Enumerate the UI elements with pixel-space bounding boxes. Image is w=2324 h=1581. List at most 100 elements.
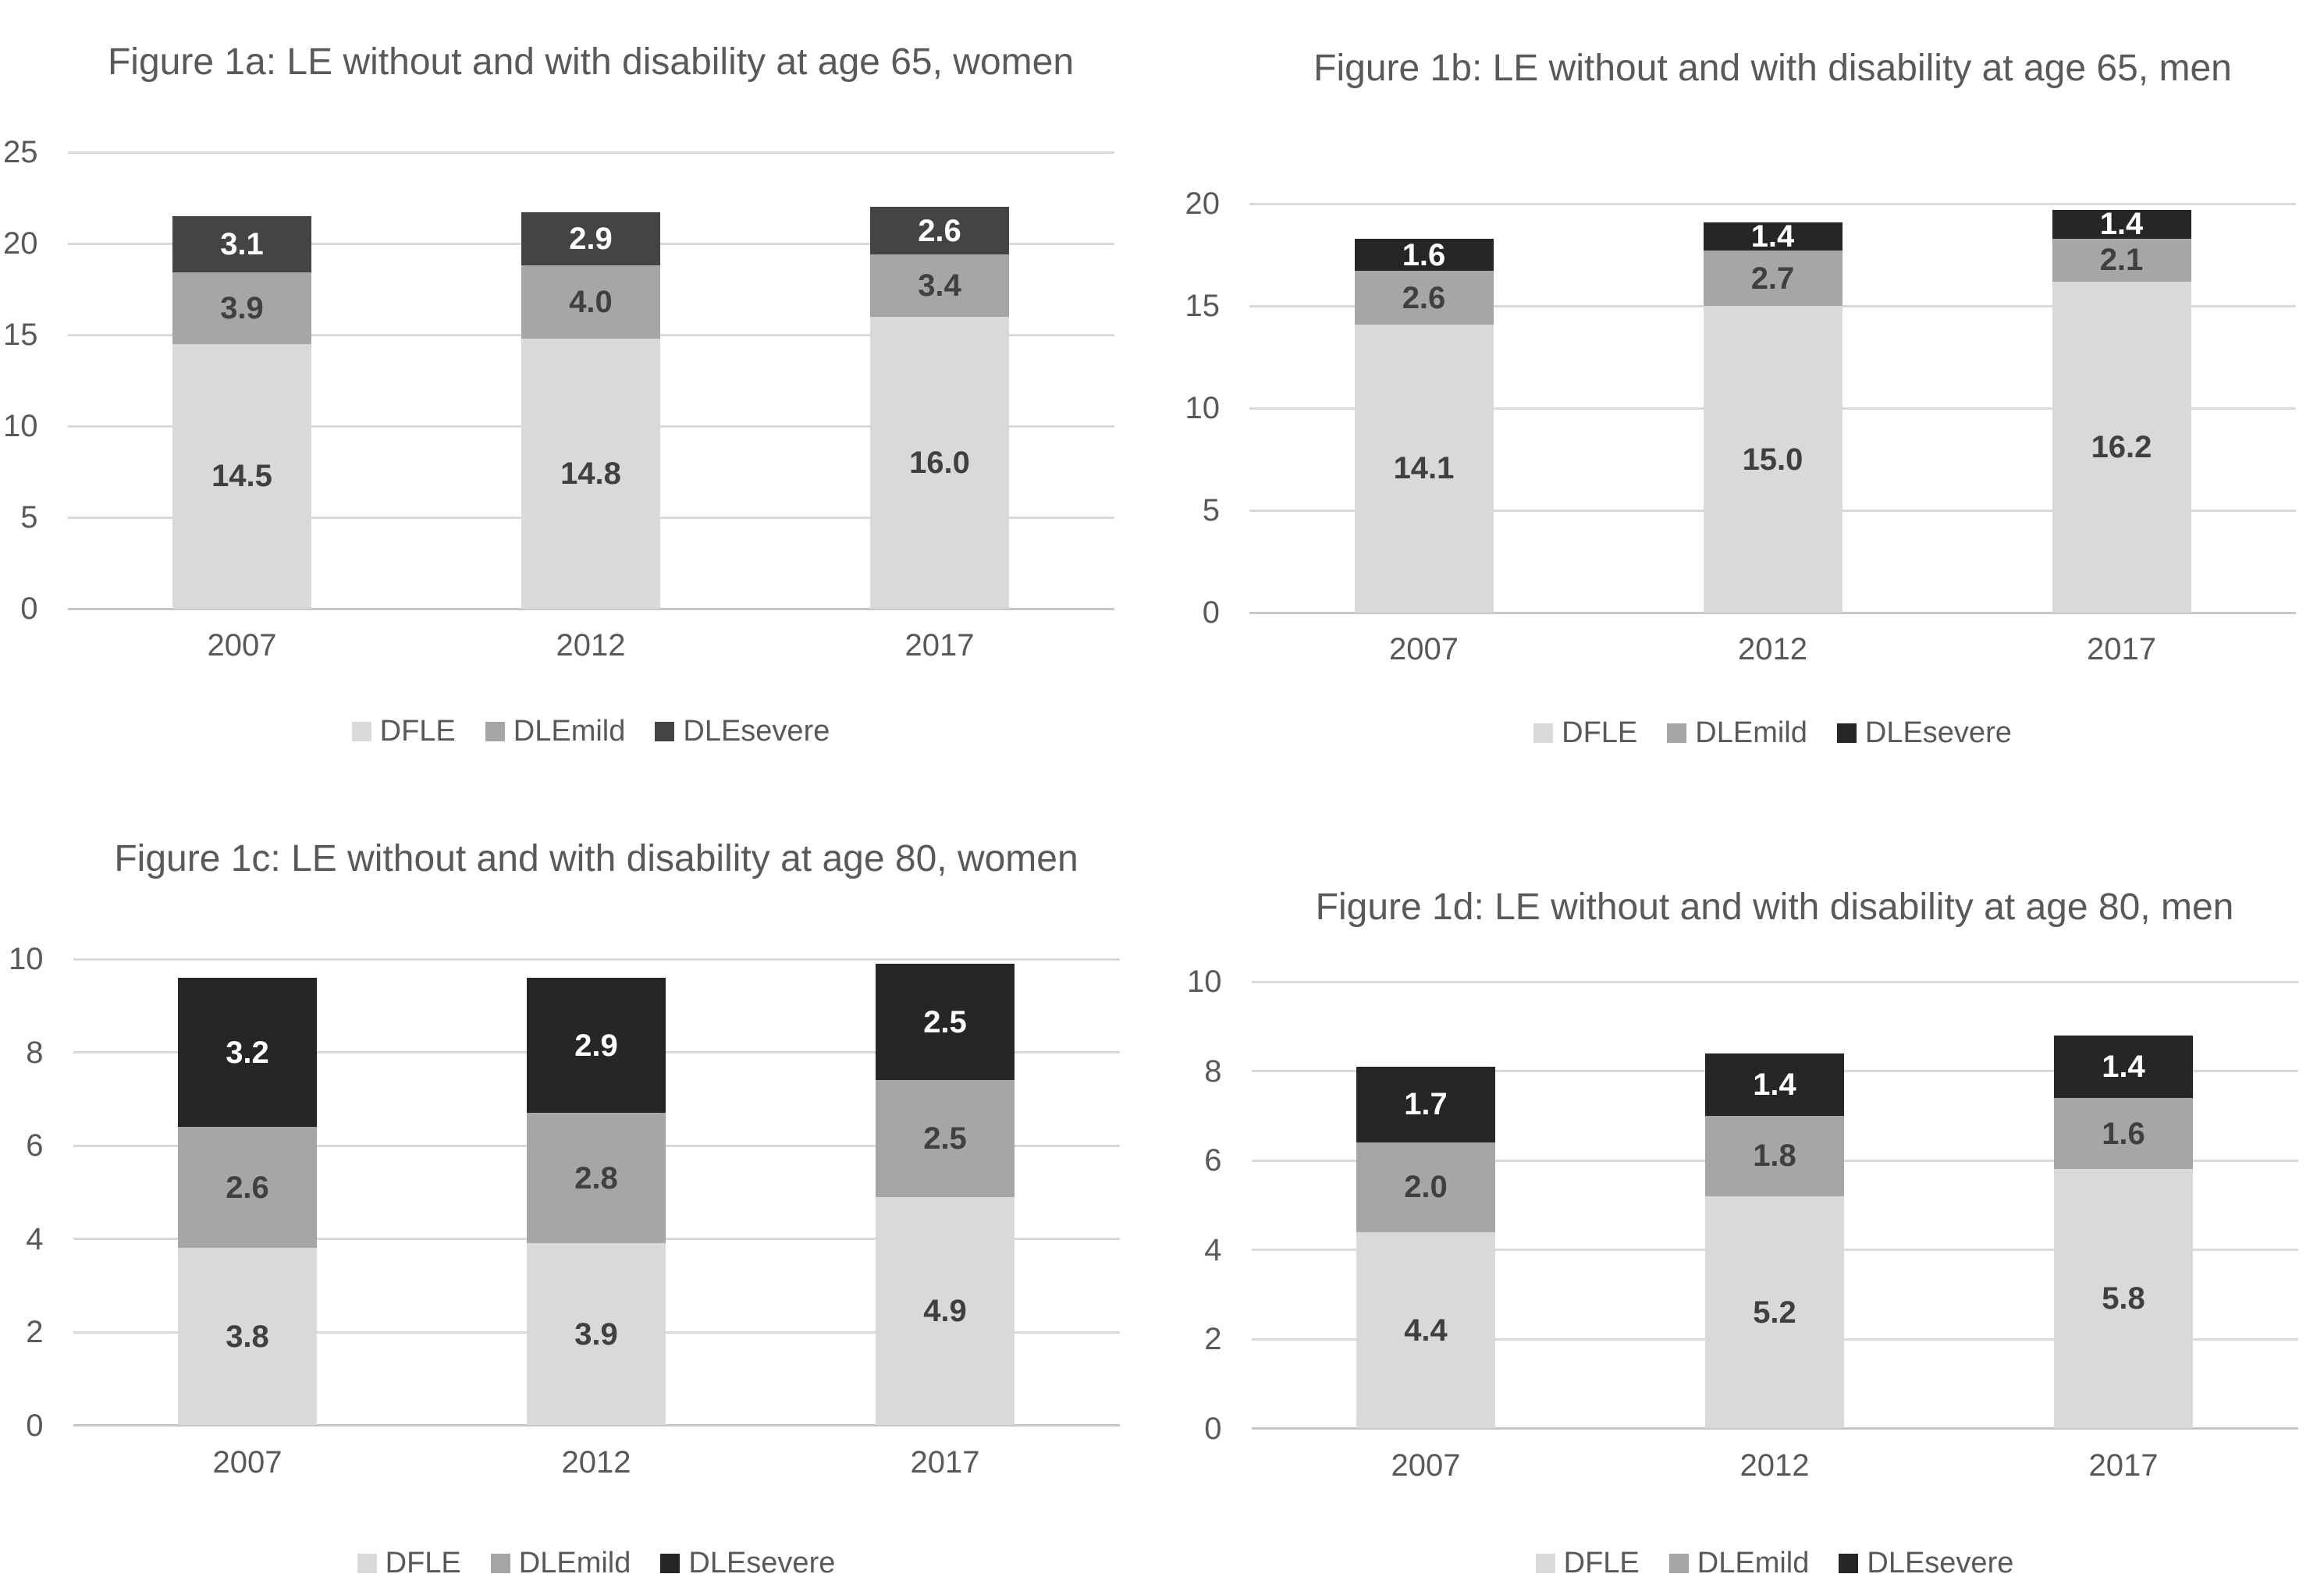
legend-entry-DLEmild: DLEmild — [490, 1546, 631, 1580]
segment-value-label: 1.4 — [1750, 218, 1795, 254]
bar-segment-DFLE-2012 — [1705, 1196, 1844, 1429]
y-tick-label: 8 — [1204, 1053, 1222, 1089]
x-axis-label: 2007 — [212, 1445, 283, 1480]
segment-value-label: 1.4 — [2102, 1049, 2145, 1084]
legend-label: DFLE — [1562, 716, 1638, 749]
legend-swatch-DFLE — [351, 721, 371, 741]
y-tick-label: 10 — [3, 409, 38, 443]
segment-value-label: 3.8 — [226, 1319, 269, 1354]
y-tick-label: 25 — [3, 135, 38, 169]
legend-entry-DFLE: DFLE — [351, 714, 456, 748]
bar-segment-DLEsevere-2012 — [1705, 1053, 1844, 1116]
segment-value-label: 14.1 — [1393, 451, 1455, 486]
chart-title: Figure 1a: LE without and with disabilit… — [107, 41, 1075, 83]
y-tick-label: 0 — [1204, 1411, 1222, 1446]
legend: DFLE DLEmild DLEsevere — [73, 1546, 1120, 1580]
bar-segment-DLEmild-2007 — [178, 1127, 317, 1249]
bar-segment-DLEmild-2017 — [2054, 1097, 2193, 1170]
y-tick-label: 10 — [1187, 965, 1222, 999]
bar-segment-DFLE-2012 — [527, 1243, 666, 1426]
chart-figure-1d: Figure 1d: LE without and with disabilit… — [1162, 790, 2324, 1581]
y-tick-label: 10 — [9, 942, 44, 976]
x-axis-label: 2007 — [1389, 632, 1459, 666]
chart-figure-1b: Figure 1b: LE without and with disabilit… — [1162, 0, 2324, 790]
bar-segment-DLEsevere-2017 — [876, 963, 1015, 1081]
bar-segment-DFLE-2017 — [876, 1196, 1015, 1426]
bar-segment-DLEsevere-2012 — [527, 977, 666, 1114]
legend-swatch-DLEmild — [485, 721, 505, 741]
legend-swatch-DLEsevere — [655, 721, 675, 741]
segment-value-label: 3.2 — [226, 1035, 269, 1070]
legend-entry-DLEsevere: DLEsevere — [660, 1546, 835, 1580]
bar-segment-DFLE-2017 — [870, 316, 1009, 609]
chart-title: Figure 1d: LE without and with disabilit… — [1315, 886, 2234, 928]
bar-segment-DFLE-2017 — [2054, 1169, 2193, 1429]
x-axis-label: 2007 — [207, 628, 277, 663]
segment-value-label: 16.0 — [909, 445, 970, 480]
segment-value-label: 1.4 — [2099, 207, 2144, 242]
legend-label: DFLE — [385, 1547, 461, 1579]
legend-entry-DLEmild: DLEmild — [1667, 716, 1807, 750]
legend: DFLE DLEmild DLEsevere — [1249, 716, 2296, 750]
bar-segment-DLEmild-2017 — [870, 254, 1009, 317]
segment-value-label: 2.1 — [2099, 243, 2144, 278]
chart-title: Figure 1c: LE without and with disabilit… — [114, 838, 1078, 879]
y-tick-label: 20 — [1185, 187, 1221, 221]
y-tick-label: 6 — [26, 1128, 44, 1163]
chart-title: Figure 1b: LE without and with disabilit… — [1313, 48, 2232, 89]
legend-entry-DLEsevere: DLEsevere — [655, 714, 830, 748]
bar-segment-DLEmild-2017 — [876, 1080, 1015, 1197]
x-axis-line — [1249, 611, 2296, 614]
gridline — [73, 957, 1120, 961]
y-tick-label: 10 — [1185, 391, 1221, 425]
bar-segment-DLEsevere-2017 — [2054, 1035, 2193, 1098]
bar-segment-DFLE-2012 — [1703, 306, 1842, 613]
x-axis-label: 2017 — [904, 628, 975, 663]
bar-segment-DFLE-2007 — [172, 343, 311, 609]
y-tick-label: 15 — [1185, 289, 1221, 323]
legend-swatch-DFLE — [1535, 1553, 1555, 1573]
bar-segment-DLEmild-2012 — [1705, 1115, 1844, 1196]
bar-segment-DLEsevere-2017 — [870, 207, 1009, 255]
x-axis-label: 2017 — [2087, 632, 2156, 666]
segment-value-label: 1.6 — [1402, 237, 1446, 272]
legend: DFLE DLEmild DLEsevere — [1252, 1546, 2298, 1580]
segment-value-label: 3.9 — [574, 1316, 618, 1352]
legend-entry-DLEmild: DLEmild — [1668, 1546, 1809, 1580]
x-axis-label: 2017 — [2088, 1448, 2159, 1483]
x-axis-label: 2007 — [1391, 1448, 1461, 1483]
segment-value-label: 14.8 — [560, 456, 621, 491]
bar-segment-DLEsevere-2007 — [178, 977, 317, 1128]
segment-value-label: 15.0 — [1742, 442, 1803, 477]
segment-value-label: 1.4 — [1753, 1067, 1796, 1102]
bar-segment-DLEsevere-2007 — [1356, 1066, 1495, 1143]
x-axis-line — [1251, 1427, 2298, 1430]
segment-value-label: 2.5 — [923, 1121, 967, 1156]
y-tick-label: 6 — [1204, 1143, 1222, 1178]
segment-value-label: 14.5 — [211, 459, 272, 494]
segment-value-label: 3.4 — [918, 268, 961, 303]
bar-segment-DLEsevere-2012 — [1703, 222, 1842, 251]
bar-segment-DFLE-2012 — [521, 338, 660, 609]
segment-value-label: 16.2 — [2091, 429, 2152, 464]
legend-label: DLEmild — [513, 715, 626, 748]
bar-segment-DLEsevere-2017 — [2052, 209, 2191, 239]
segment-value-label: 1.6 — [2102, 1116, 2145, 1151]
gridline — [1251, 980, 2298, 983]
legend-swatch-DLEmild — [1668, 1553, 1689, 1573]
x-axis-label: 2012 — [556, 628, 626, 663]
y-tick-label: 2 — [26, 1315, 44, 1349]
bar-segment-DLEmild-2007 — [1356, 1142, 1495, 1232]
segment-value-label: 2.9 — [569, 222, 613, 257]
y-tick-label: 4 — [1204, 1232, 1222, 1267]
bar-segment-DLEsevere-2007 — [1354, 238, 1494, 272]
x-axis-line — [73, 1424, 1120, 1426]
legend-swatch-DLEmild — [1667, 723, 1687, 743]
bar-segment-DFLE-2007 — [1356, 1231, 1495, 1429]
segment-value-label: 4.9 — [923, 1294, 967, 1329]
legend-label: DFLE — [1563, 1547, 1640, 1579]
segment-value-label: 1.7 — [1404, 1087, 1448, 1122]
bar-segment-DFLE-2017 — [2052, 281, 2191, 613]
legend-label: DLEsevere — [1867, 1547, 2014, 1579]
